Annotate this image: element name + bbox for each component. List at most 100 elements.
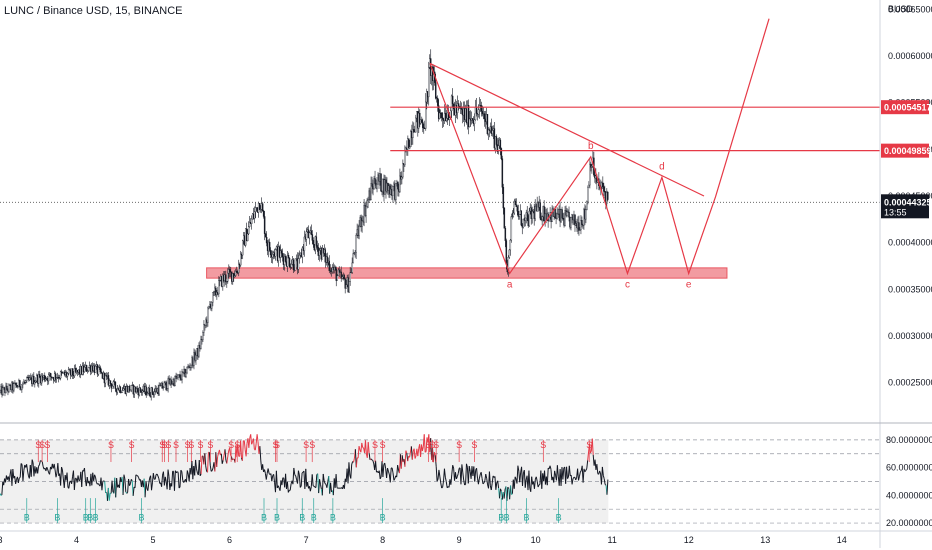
candle-body <box>401 176 403 180</box>
candle-body <box>34 381 36 385</box>
candle-body <box>35 380 37 383</box>
oscillator-segment <box>350 464 353 479</box>
oscillator-segment <box>61 469 64 480</box>
candle-body <box>284 256 287 262</box>
oscillator-segment <box>491 475 494 484</box>
oscillator-segment <box>297 470 300 476</box>
candle-body <box>528 210 530 226</box>
oscillator-segment <box>567 476 569 479</box>
oscillator-segment <box>336 487 339 489</box>
candle-body <box>254 207 257 212</box>
candle-body <box>208 305 210 309</box>
oscillator-segment <box>517 465 520 472</box>
oscillator-segment <box>318 479 321 494</box>
oscillator-segment <box>8 474 11 482</box>
candle-body <box>58 377 61 379</box>
oscillator-segment <box>27 470 29 476</box>
candle-body <box>481 111 484 115</box>
candle-body <box>543 206 545 222</box>
time-tick-label: 8 <box>380 535 385 545</box>
candle-body <box>233 273 235 278</box>
oscillator-segment <box>413 448 416 459</box>
candle-body <box>141 390 143 393</box>
oscillator-segment <box>129 483 131 486</box>
oscillator-segment <box>454 472 457 480</box>
sell-marker: S <box>586 440 592 450</box>
oscillator-segment <box>154 474 157 480</box>
candle-body <box>480 105 483 112</box>
candle-body <box>500 148 503 159</box>
oscillator-segment <box>586 460 589 469</box>
oscillator-segment <box>123 474 126 479</box>
candle-body <box>107 375 110 386</box>
oscillator-segment <box>220 453 223 464</box>
oscillator-segment <box>240 440 243 458</box>
oscillator-segment <box>313 485 316 488</box>
oscillator-segment <box>97 483 100 486</box>
oscillator-segment <box>250 434 253 445</box>
oscillator-segment <box>18 476 21 479</box>
candle-body <box>8 384 10 392</box>
candle-body <box>358 225 360 236</box>
candle-body <box>361 220 363 227</box>
candle-body <box>54 373 57 380</box>
oscillator-segment <box>516 465 519 484</box>
price-pane[interactable]: a b c d e <box>0 18 880 401</box>
buy-marker: B <box>380 512 386 522</box>
oscillator-segment <box>94 474 96 478</box>
oscillator-segment <box>601 466 604 476</box>
candle-body <box>188 366 190 368</box>
candle-body <box>518 214 521 217</box>
candle-body <box>490 126 493 134</box>
candle-body <box>477 109 480 115</box>
current-price-label: 0.00044325 <box>884 197 932 207</box>
oscillator-segment <box>177 472 180 489</box>
oscillator-segment <box>137 475 140 478</box>
oscillator-segment <box>481 478 484 485</box>
oscillator-segment <box>392 472 395 481</box>
oscillator-segment <box>483 480 486 484</box>
oscillator-segment <box>582 468 585 483</box>
candle-body <box>195 354 197 361</box>
oscillator-segment <box>216 456 219 467</box>
candle-body <box>99 367 102 373</box>
oscillator-segment <box>299 485 302 488</box>
buy-marker: B <box>83 512 89 522</box>
candle-body <box>83 367 86 373</box>
candle-body <box>475 106 478 114</box>
wave-path <box>429 18 770 276</box>
candle-body <box>98 367 101 369</box>
oscillator-segment <box>200 456 203 475</box>
time-tick-label: 13 <box>760 535 770 545</box>
candle-body <box>324 249 327 263</box>
candle-body <box>603 186 605 192</box>
price-badge <box>881 100 929 115</box>
time-tick-label: 9 <box>457 535 462 545</box>
candle-body <box>341 276 343 279</box>
oscillator-segment <box>1 481 4 496</box>
candle-body <box>566 211 568 216</box>
oscillator-segment <box>277 485 280 489</box>
candle-body <box>262 210 265 217</box>
sell-marker: S <box>44 440 50 450</box>
sell-marker: S <box>228 440 234 450</box>
candle-body <box>515 204 518 207</box>
candle-body <box>607 192 609 200</box>
oscillator-segment <box>252 438 255 450</box>
oscillator-segment <box>254 443 257 451</box>
candle-body <box>328 260 330 271</box>
sell-marker: S <box>234 440 240 450</box>
candle-body <box>491 130 494 134</box>
candle-body <box>502 187 505 209</box>
candle-body <box>33 375 35 385</box>
oscillator-segment <box>404 450 407 467</box>
buy-marker: B <box>274 512 280 522</box>
oscillator-segment <box>108 493 111 501</box>
oscillator-segment <box>319 484 322 490</box>
candle-body <box>16 385 18 388</box>
candle-body <box>269 249 272 256</box>
oscillator-pane[interactable]: SS S S S SSS S SS S S S S SS S S S S SSS S S S SB B BB B B B B B B B B… <box>0 434 880 524</box>
candle-body <box>232 273 234 282</box>
oscillator-segment <box>256 434 259 442</box>
